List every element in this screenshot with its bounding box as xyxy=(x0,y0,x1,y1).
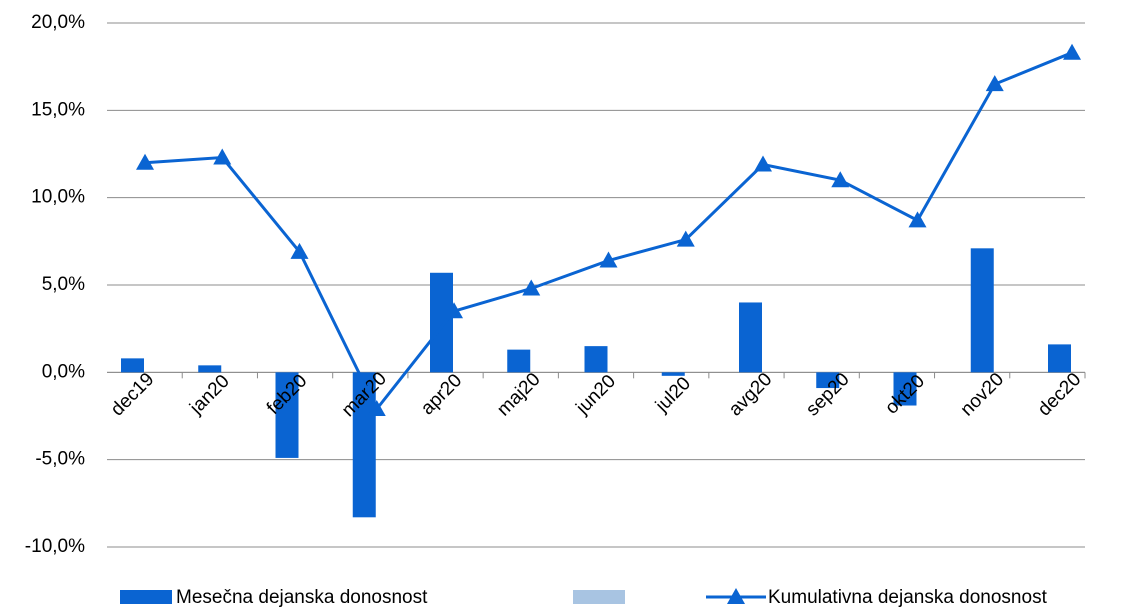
bar xyxy=(816,372,840,389)
line xyxy=(144,51,1073,412)
x-tick-label: jun20 xyxy=(572,371,620,419)
bar xyxy=(352,372,376,518)
marker xyxy=(1063,43,1081,60)
marker xyxy=(908,211,927,228)
legend-label: Mesečna dejanska donosnost xyxy=(176,587,428,608)
legend-label: Kumulativna dejanska donosnost xyxy=(768,587,1048,608)
bar xyxy=(661,372,685,376)
legend-marker xyxy=(727,588,745,604)
bar xyxy=(430,272,453,373)
x-tick-label: jan20 xyxy=(185,371,233,419)
marker xyxy=(676,230,695,247)
marker xyxy=(367,400,386,417)
bar xyxy=(507,349,531,373)
bar xyxy=(198,365,222,373)
marker xyxy=(985,75,1004,92)
x-tick-label: nov20 xyxy=(957,369,1008,420)
x-tick-label: jul20 xyxy=(651,373,695,417)
x-tick-label: dec20 xyxy=(1034,369,1085,420)
bar xyxy=(893,372,917,406)
bar xyxy=(739,302,762,373)
y-tick-label: 20,0% xyxy=(31,12,85,33)
marker xyxy=(213,148,232,165)
marker xyxy=(599,251,618,268)
y-tick-label: 10,0% xyxy=(31,187,85,208)
bar xyxy=(584,346,608,373)
bar xyxy=(1048,344,1071,373)
y-tick-label: -5,0% xyxy=(35,449,85,470)
x-tick-label: apr20 xyxy=(417,370,466,419)
bar xyxy=(121,358,144,373)
x-tick-label: maj20 xyxy=(493,369,544,420)
bar xyxy=(275,372,299,458)
x-tick-label: dec19 xyxy=(107,369,158,420)
y-tick-label: 5,0% xyxy=(42,274,85,295)
marker xyxy=(831,171,850,188)
legend-swatch xyxy=(120,590,172,604)
marker xyxy=(136,153,154,170)
bar xyxy=(970,248,994,373)
y-tick-label: 0,0% xyxy=(42,361,85,382)
marker xyxy=(445,302,463,319)
legend-swatch-empty xyxy=(573,590,625,604)
marker xyxy=(522,279,541,296)
x-tick-label: avg20 xyxy=(725,369,776,420)
marker xyxy=(754,155,772,172)
marker xyxy=(290,242,309,259)
y-tick-label: 15,0% xyxy=(31,99,85,120)
y-tick-label: -10,0% xyxy=(25,536,85,557)
